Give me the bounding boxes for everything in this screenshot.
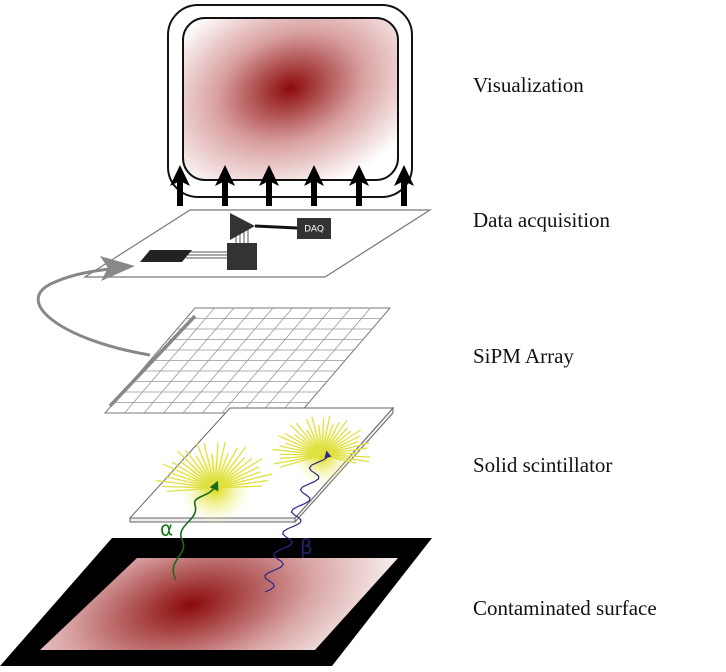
stage-label: Solid scintillator (473, 453, 612, 477)
burst-ray (295, 422, 323, 456)
burst-ray (162, 485, 216, 489)
burst-ray (203, 442, 216, 489)
burst-ray (177, 450, 216, 489)
burst-ray (214, 479, 268, 489)
arrow-head (215, 165, 235, 186)
burst-ray (278, 435, 323, 456)
grid-line (260, 307, 352, 414)
daq-board (82, 209, 433, 278)
burst-ray (214, 485, 262, 489)
sipm-edge (108, 314, 197, 408)
signal-arrow (36, 266, 151, 357)
burst-ray (214, 446, 247, 489)
stage-label: Visualization (473, 73, 584, 97)
grid-line (280, 307, 371, 414)
arrow-shaft (222, 180, 228, 206)
burst-ray (321, 423, 334, 456)
beta-track (264, 450, 332, 593)
burst-ray (321, 418, 325, 456)
burst-ray (166, 487, 216, 493)
burst-ray (180, 461, 216, 489)
arrow-shaft (356, 180, 362, 206)
burst-ray (171, 461, 216, 489)
burst-ray (214, 457, 253, 489)
burst-ray (279, 445, 323, 456)
alpha-track (172, 480, 219, 581)
burst-ray (162, 463, 216, 489)
burst-ray (214, 466, 260, 489)
burst-ray (279, 453, 323, 456)
burst-ray (280, 454, 323, 468)
arrow-shaft (266, 180, 272, 206)
burst-ray (321, 422, 340, 456)
grid-line (241, 307, 332, 414)
amplifier (230, 213, 255, 240)
arrow-shaft (177, 180, 183, 206)
signal-arrowhead (100, 256, 135, 281)
arrow-head (170, 165, 190, 186)
burst-ray (214, 442, 219, 489)
burst-ray (284, 442, 323, 456)
burst-ray (214, 457, 263, 489)
arrow-head (259, 165, 279, 186)
burst-ray (273, 454, 323, 465)
stage-label: Data acquisition (473, 208, 611, 232)
sipm-array (103, 307, 392, 414)
burst-ray (318, 424, 323, 456)
burst-ray (214, 471, 261, 489)
wire (254, 224, 298, 230)
burst-ray (155, 479, 216, 489)
burst-ray (272, 448, 323, 456)
alpha-label: α (160, 517, 173, 541)
daq-box (297, 218, 331, 239)
arrow-head (394, 165, 414, 186)
grid-line (221, 307, 313, 414)
burst-ray (168, 471, 216, 489)
burst-ray (311, 416, 323, 456)
contaminated-surface (40, 558, 398, 650)
burst-ray (321, 420, 348, 456)
chip (227, 243, 257, 270)
burst-ray (306, 429, 323, 456)
traces (186, 228, 249, 259)
burst-ray (294, 434, 323, 456)
arrow-shaft (311, 180, 317, 206)
burst-ray (165, 476, 216, 489)
burst-ray (284, 432, 323, 456)
burst-ray (214, 456, 246, 489)
burst-ray (321, 415, 331, 456)
burst-ray (305, 418, 323, 456)
arrow-head (304, 165, 324, 186)
sensor-connector (140, 250, 192, 262)
burst-ray (214, 441, 226, 489)
stage-label: SiPM Array (473, 344, 574, 368)
arrow-shaft (401, 180, 407, 206)
burst-ray (290, 424, 323, 456)
arrow-head (349, 165, 369, 186)
burst-ray (280, 454, 323, 460)
burst-ray (214, 447, 238, 489)
burst-ray (214, 473, 273, 489)
daq-text: DAQ (304, 225, 324, 235)
up-arrows (170, 165, 414, 206)
beta-label: β (300, 535, 313, 559)
screen (182, 17, 399, 181)
stage-label: Contaminated surface (473, 596, 657, 620)
burst-ray (196, 443, 216, 489)
